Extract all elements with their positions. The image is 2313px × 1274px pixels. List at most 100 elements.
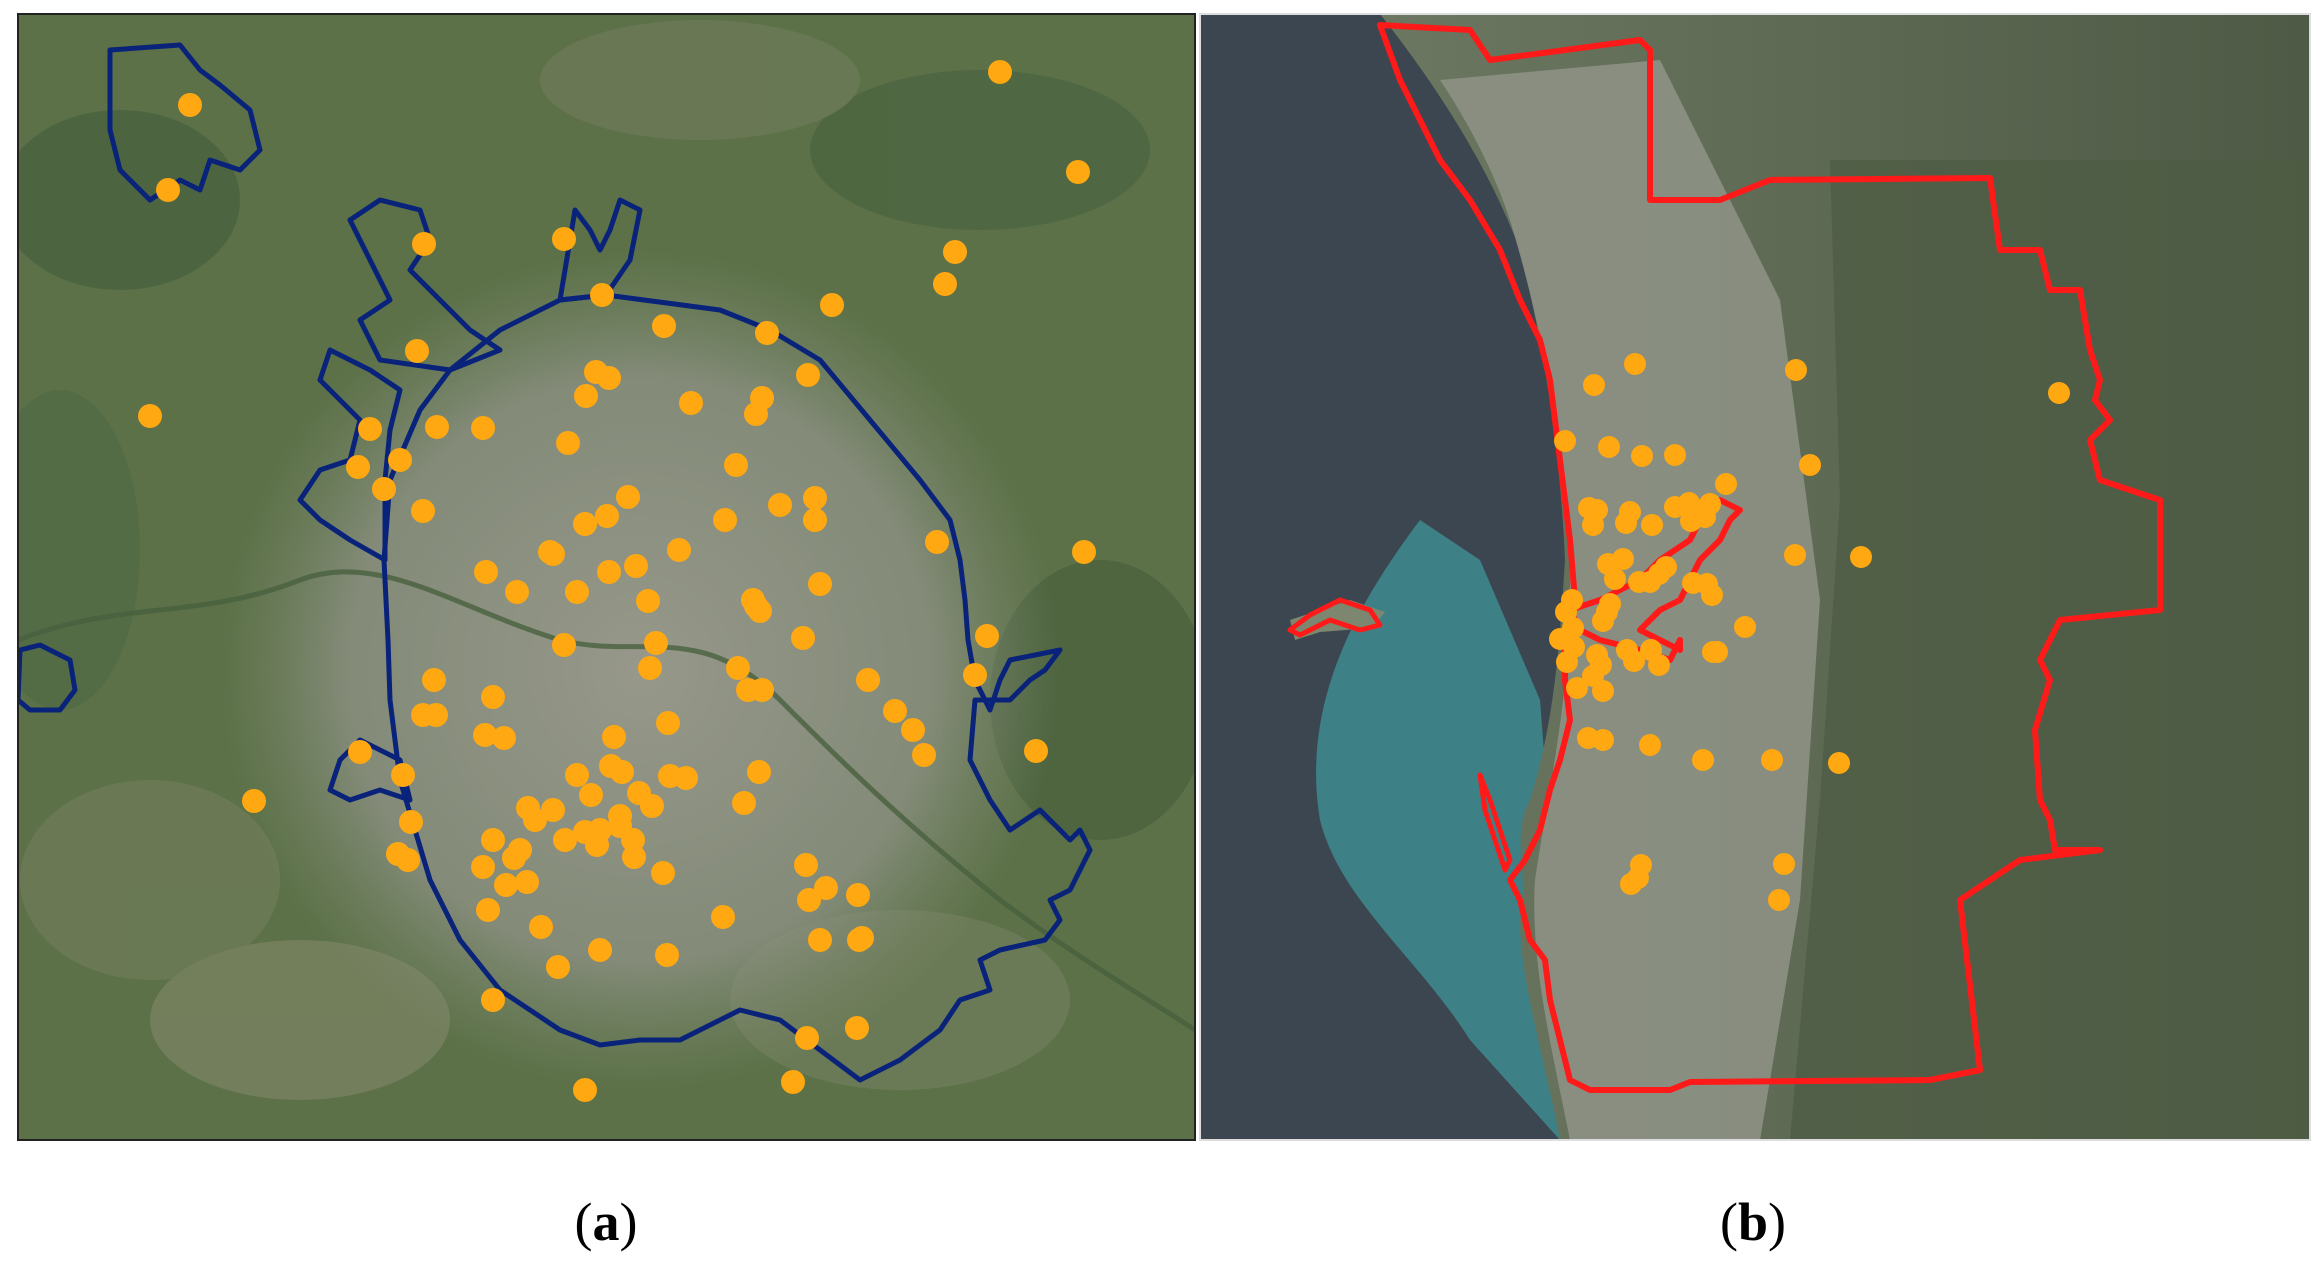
sample-marker bbox=[975, 624, 999, 648]
sample-marker bbox=[1598, 436, 1620, 458]
sample-marker bbox=[1715, 473, 1737, 495]
sample-marker bbox=[1761, 749, 1783, 771]
sample-marker bbox=[523, 808, 547, 832]
sample-marker bbox=[588, 938, 612, 962]
sample-marker bbox=[552, 227, 576, 251]
sample-marker bbox=[602, 725, 626, 749]
sample-marker bbox=[803, 486, 827, 510]
sample-marker bbox=[474, 560, 498, 584]
sample-marker bbox=[412, 232, 436, 256]
sample-marker bbox=[411, 499, 435, 523]
sample-marker bbox=[505, 580, 529, 604]
markers-b bbox=[1549, 353, 2070, 911]
sample-marker bbox=[963, 663, 987, 687]
sample-marker bbox=[652, 314, 676, 338]
sample-marker bbox=[744, 402, 768, 426]
sample-marker bbox=[655, 943, 679, 967]
sample-marker bbox=[471, 416, 495, 440]
sample-marker bbox=[1024, 739, 1048, 763]
sample-marker bbox=[943, 240, 967, 264]
sample-marker bbox=[502, 846, 526, 870]
sample-marker bbox=[553, 828, 577, 852]
sample-marker bbox=[1623, 650, 1645, 672]
sample-marker bbox=[1604, 568, 1626, 590]
map-panel-a bbox=[18, 14, 1195, 1140]
sample-marker bbox=[901, 718, 925, 742]
sample-marker bbox=[565, 763, 589, 787]
sample-marker bbox=[933, 272, 957, 296]
sample-marker bbox=[1784, 544, 1806, 566]
sample-marker bbox=[515, 870, 539, 894]
sample-marker bbox=[574, 384, 598, 408]
sample-marker bbox=[610, 760, 634, 784]
sample-marker bbox=[481, 685, 505, 709]
sample-marker bbox=[724, 453, 748, 477]
sample-marker bbox=[791, 626, 815, 650]
sample-marker bbox=[1828, 752, 1850, 774]
sample-marker bbox=[2048, 382, 2070, 404]
boundary-exclave-west-a bbox=[18, 642, 78, 713]
sample-marker bbox=[755, 321, 779, 345]
sample-marker bbox=[425, 415, 449, 439]
sample-marker bbox=[732, 791, 756, 815]
sample-marker bbox=[573, 512, 597, 536]
sample-marker bbox=[1554, 430, 1576, 452]
sample-marker bbox=[358, 417, 382, 441]
sample-marker bbox=[622, 845, 646, 869]
sample-marker bbox=[1799, 454, 1821, 476]
sample-marker bbox=[1582, 514, 1604, 536]
boundary-lobe-top-a bbox=[557, 197, 643, 303]
sample-marker bbox=[494, 873, 518, 897]
forest-east-b bbox=[1790, 160, 2310, 1140]
sample-marker bbox=[481, 828, 505, 852]
sample-marker bbox=[1692, 749, 1714, 771]
sample-marker bbox=[796, 363, 820, 387]
sample-marker bbox=[636, 589, 660, 613]
sample-marker bbox=[608, 804, 632, 828]
boundary-lobe-west-a bbox=[297, 347, 403, 563]
sample-marker bbox=[422, 668, 446, 692]
sample-marker bbox=[1785, 359, 1807, 381]
sample-marker bbox=[1768, 889, 1790, 911]
sample-marker bbox=[814, 876, 838, 900]
boundary-sliver-b bbox=[1477, 772, 1513, 873]
sample-marker bbox=[481, 988, 505, 1012]
sample-marker bbox=[794, 853, 818, 877]
sample-marker bbox=[768, 493, 792, 517]
sample-marker bbox=[1624, 353, 1646, 375]
sample-marker bbox=[396, 848, 420, 872]
sample-marker bbox=[405, 339, 429, 363]
sample-marker bbox=[667, 538, 691, 562]
sample-marker bbox=[595, 504, 619, 528]
sample-marker bbox=[1734, 616, 1756, 638]
sample-marker bbox=[1631, 445, 1653, 467]
sample-marker bbox=[845, 1016, 869, 1040]
sample-marker bbox=[590, 283, 614, 307]
sample-marker bbox=[388, 448, 412, 472]
sample-marker bbox=[803, 508, 827, 532]
sample-marker bbox=[138, 404, 162, 428]
sample-marker bbox=[640, 794, 664, 818]
sample-marker bbox=[726, 656, 750, 680]
sample-marker bbox=[399, 810, 423, 834]
sample-marker bbox=[424, 703, 448, 727]
sample-marker bbox=[1655, 556, 1677, 578]
sample-marker bbox=[1592, 680, 1614, 702]
sample-marker bbox=[748, 599, 772, 623]
sample-marker bbox=[573, 1078, 597, 1102]
sample-marker bbox=[1615, 512, 1637, 534]
sample-marker bbox=[156, 178, 180, 202]
urban-area-b bbox=[1440, 60, 1820, 1140]
sample-marker bbox=[808, 928, 832, 952]
sample-marker bbox=[579, 783, 603, 807]
sample-marker bbox=[616, 485, 640, 509]
sample-marker bbox=[546, 955, 570, 979]
sample-marker bbox=[621, 828, 645, 852]
sample-marker bbox=[679, 391, 703, 415]
sample-marker bbox=[1620, 873, 1642, 895]
sample-marker bbox=[1641, 514, 1663, 536]
sample-marker bbox=[1583, 374, 1605, 396]
sample-marker bbox=[912, 743, 936, 767]
map-panel-b bbox=[1200, 14, 2310, 1140]
